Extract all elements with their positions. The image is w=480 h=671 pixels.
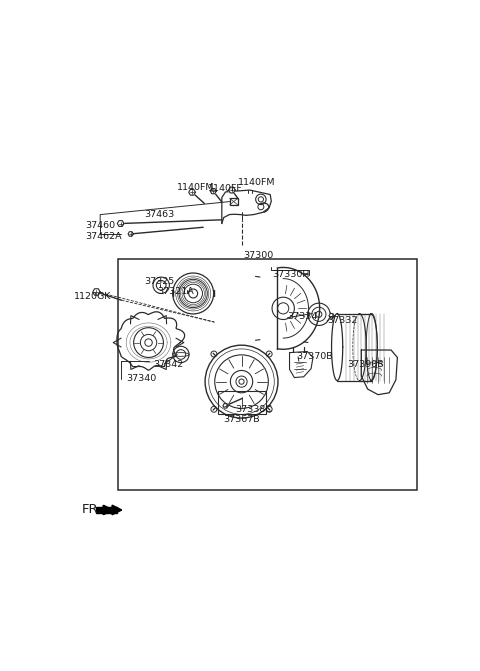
Polygon shape [189, 189, 195, 195]
Text: 1140FM: 1140FM [239, 178, 276, 187]
Text: 1140FM: 1140FM [177, 183, 215, 192]
Bar [118, 259, 417, 490]
Polygon shape [210, 189, 216, 194]
Text: 37390B: 37390B [347, 360, 384, 368]
Text: 37342: 37342 [153, 360, 183, 368]
Text: 37338C: 37338C [235, 405, 272, 414]
Text: 37334: 37334 [288, 312, 318, 321]
Text: 1140FF: 1140FF [208, 185, 243, 193]
Text: 37340: 37340 [126, 374, 156, 383]
Text: 37463: 37463 [144, 210, 175, 219]
Polygon shape [228, 187, 235, 193]
Polygon shape [223, 403, 228, 408]
Text: 37300: 37300 [243, 252, 274, 260]
Text: 37321A: 37321A [157, 287, 194, 296]
Bar [218, 391, 266, 414]
Text: 37367B: 37367B [223, 415, 260, 425]
Text: 37325: 37325 [144, 277, 175, 286]
Text: 37370B: 37370B [297, 352, 333, 361]
Text: 37462A: 37462A [85, 232, 122, 241]
Polygon shape [93, 289, 100, 295]
Text: FR.: FR. [82, 503, 102, 517]
Text: 37330H: 37330H [272, 270, 309, 279]
Bar [229, 198, 238, 205]
Polygon shape [128, 231, 133, 236]
Text: 37332: 37332 [327, 317, 358, 325]
Text: 1120GK: 1120GK [74, 292, 111, 301]
Polygon shape [112, 505, 122, 515]
Polygon shape [96, 507, 117, 513]
Polygon shape [117, 221, 124, 226]
Text: 37460: 37460 [85, 221, 115, 229]
Polygon shape [329, 313, 334, 318]
